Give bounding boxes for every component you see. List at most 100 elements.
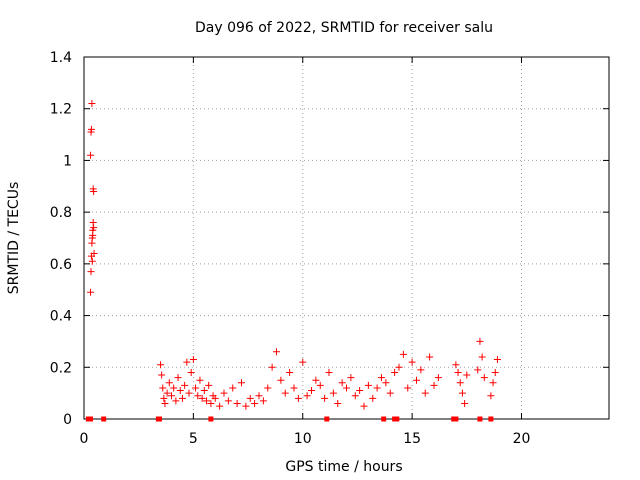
y-tick-label: 0 bbox=[63, 412, 72, 428]
data-point bbox=[87, 125, 95, 133]
data-point bbox=[299, 358, 307, 366]
data-point bbox=[454, 368, 462, 376]
data-point bbox=[196, 376, 204, 384]
gap-marker bbox=[324, 416, 330, 422]
data-point bbox=[89, 185, 97, 193]
data-point bbox=[259, 397, 267, 405]
y-tick-label: 0.6 bbox=[50, 257, 72, 273]
data-point bbox=[89, 231, 97, 239]
plot-frame bbox=[83, 56, 610, 420]
data-point bbox=[255, 392, 263, 400]
data-point bbox=[187, 368, 195, 376]
gap-marker bbox=[156, 416, 162, 422]
data-point bbox=[489, 379, 497, 387]
data-point bbox=[325, 368, 333, 376]
data-point bbox=[334, 399, 342, 407]
data-point bbox=[160, 394, 168, 402]
y-axis-label: SRMTID / TECUs bbox=[6, 182, 22, 295]
data-point bbox=[181, 381, 189, 389]
gap-marker bbox=[208, 416, 214, 422]
data-point bbox=[463, 371, 471, 379]
data-point bbox=[183, 358, 191, 366]
data-point bbox=[158, 371, 166, 379]
data-point bbox=[273, 348, 280, 356]
data-point bbox=[251, 399, 259, 407]
data-point bbox=[90, 250, 98, 258]
data-point bbox=[480, 374, 488, 382]
gap-marker bbox=[477, 416, 483, 422]
data-point bbox=[281, 389, 289, 397]
chart-title: Day 096 of 2022, SRMTID for receiver sal… bbox=[195, 20, 493, 36]
data-point bbox=[277, 376, 285, 384]
data-point bbox=[369, 394, 377, 402]
y-tick-label: 1.4 bbox=[50, 50, 72, 66]
data-point bbox=[174, 374, 182, 382]
data-point bbox=[189, 356, 197, 364]
gap-marker bbox=[101, 416, 107, 422]
data-point bbox=[87, 151, 95, 159]
gap-marker bbox=[88, 416, 94, 422]
data-point bbox=[382, 379, 390, 387]
data-point bbox=[192, 384, 200, 392]
data-point bbox=[172, 397, 180, 405]
data-point bbox=[198, 394, 206, 402]
data-point bbox=[408, 358, 416, 366]
data-point bbox=[242, 402, 250, 410]
data-points bbox=[87, 100, 501, 410]
data-point bbox=[200, 387, 208, 395]
y-tick-label: 0.2 bbox=[50, 360, 72, 376]
data-point bbox=[268, 363, 276, 371]
gap-marker bbox=[381, 416, 387, 422]
data-point bbox=[163, 389, 171, 397]
data-point bbox=[458, 389, 466, 397]
data-point bbox=[456, 379, 464, 387]
data-point bbox=[194, 392, 202, 400]
data-point bbox=[493, 356, 501, 364]
data-point bbox=[351, 392, 359, 400]
y-tick-label: 1 bbox=[63, 153, 72, 169]
data-point bbox=[321, 394, 329, 402]
data-point bbox=[88, 100, 96, 108]
axis-ticks: 0 0.2 0.4 0.6 0.8 1 1.2 1.4 0 5 10 15 20 bbox=[50, 50, 609, 447]
data-point bbox=[360, 402, 368, 410]
data-point bbox=[205, 381, 213, 389]
data-point bbox=[203, 397, 210, 405]
data-point bbox=[491, 368, 499, 376]
data-point bbox=[312, 376, 320, 384]
data-point bbox=[286, 368, 294, 376]
grid-lines bbox=[84, 57, 609, 419]
data-point bbox=[373, 384, 381, 392]
data-point bbox=[434, 374, 442, 382]
data-point bbox=[338, 379, 346, 387]
x-tick-label: 5 bbox=[189, 431, 198, 447]
gap-marker bbox=[394, 416, 400, 422]
data-point bbox=[474, 366, 482, 374]
data-point bbox=[185, 389, 193, 397]
data-point bbox=[452, 361, 460, 369]
data-point bbox=[233, 399, 241, 407]
data-point bbox=[395, 363, 403, 371]
data-point bbox=[216, 402, 224, 410]
data-point bbox=[426, 353, 434, 361]
data-point bbox=[413, 376, 420, 384]
data-point bbox=[378, 374, 385, 382]
data-point bbox=[391, 368, 399, 376]
data-point bbox=[264, 384, 272, 392]
data-point bbox=[90, 224, 98, 232]
data-point bbox=[168, 392, 175, 400]
data-point bbox=[159, 384, 167, 392]
data-point bbox=[294, 394, 302, 402]
data-point bbox=[461, 399, 469, 407]
data-point bbox=[87, 268, 95, 276]
data-point bbox=[246, 394, 254, 402]
data-point bbox=[386, 389, 394, 397]
x-tick-label: 15 bbox=[403, 431, 421, 447]
data-point bbox=[165, 379, 173, 387]
data-point bbox=[176, 387, 184, 395]
data-point bbox=[88, 257, 96, 265]
gap-marker bbox=[453, 416, 459, 422]
data-point bbox=[211, 394, 219, 402]
data-point bbox=[290, 384, 298, 392]
data-point bbox=[430, 381, 438, 389]
